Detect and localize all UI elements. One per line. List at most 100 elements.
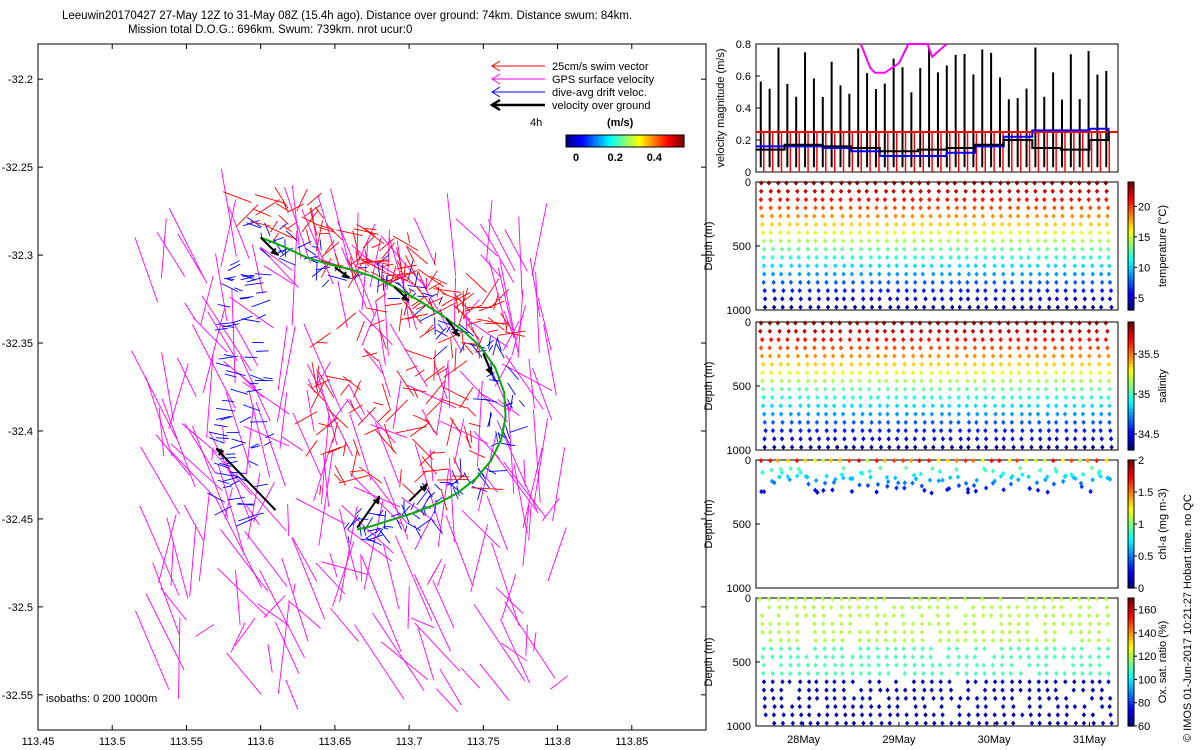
- salinity_section-marker: [964, 403, 969, 409]
- oxygen_section-marker: [999, 621, 1004, 627]
- oxygen_section-marker: [1024, 629, 1030, 635]
- gps-vector: [501, 363, 553, 392]
- gps-vector: [242, 381, 290, 415]
- swim-vector: [464, 344, 474, 355]
- drift-vector: [431, 520, 443, 535]
- swim-vector: [461, 333, 465, 352]
- salinity_section-colorbar-tick-label: 35: [1138, 389, 1150, 401]
- salinity_section-marker: [1018, 394, 1023, 401]
- oxygen_section-marker: [912, 662, 917, 668]
- temperature_section-marker: [1043, 238, 1048, 244]
- map-y-tick-label: -32.25: [2, 162, 33, 174]
- oxygen_section-marker: [962, 596, 968, 602]
- temperature_section-marker: [919, 213, 925, 219]
- drift-vector: [241, 318, 261, 323]
- oxygen_section-marker: [1061, 613, 1066, 619]
- oxygen_section-marker: [927, 621, 932, 627]
- salinity_section-marker: [919, 328, 924, 334]
- salinity_section-marker: [865, 345, 870, 351]
- gps-vector: [382, 274, 389, 356]
- legend-colorbar-cell: [656, 135, 659, 147]
- oxygen_section-marker: [1052, 646, 1057, 652]
- oxygen_section-marker: [1097, 629, 1102, 635]
- salinity_section-marker: [785, 320, 790, 326]
- chla_section-marker: [837, 458, 843, 464]
- gps-vector: [330, 607, 359, 643]
- temperature_section-marker: [973, 238, 979, 244]
- oxygen_section-marker: [882, 596, 887, 602]
- oxygen_section-marker: [1053, 679, 1058, 685]
- temperature_section-colorbar-cell: [1128, 262, 1134, 266]
- oxygen_section-marker: [946, 637, 951, 643]
- oxygen_section-marker: [875, 646, 880, 652]
- oxygen_section-marker: [919, 629, 925, 635]
- temperature_section-marker: [913, 296, 918, 302]
- chla_section-colorbar-cell: [1128, 549, 1134, 554]
- legend-colorbar-cell: [636, 135, 639, 147]
- chla_section-marker: [908, 458, 914, 464]
- oxygen_section-marker: [879, 720, 884, 726]
- salinity_section-marker: [1064, 428, 1069, 434]
- oxygen_section-marker: [806, 687, 812, 693]
- gps-vector: [255, 401, 286, 487]
- gps-vector: [347, 529, 393, 562]
- salinity_section-marker: [795, 337, 800, 343]
- temperature_section-marker: [980, 213, 985, 219]
- oxygen_section-marker: [1087, 604, 1092, 610]
- oxygen_section-marker: [1043, 637, 1049, 643]
- salinity_section-marker: [944, 320, 949, 326]
- salinity_section-marker: [911, 386, 916, 392]
- temperature_section-marker: [1062, 263, 1067, 269]
- gps-vector: [497, 267, 515, 338]
- temperature_section-marker: [988, 180, 993, 186]
- salinity_section-marker: [1082, 444, 1087, 450]
- temperature_section-marker: [838, 205, 844, 211]
- temperature_section-marker: [1069, 205, 1074, 211]
- ground-velocity-arrow: [259, 236, 280, 256]
- oxygen_section-marker: [1027, 662, 1032, 668]
- swim-vector: [315, 220, 323, 252]
- oxygen_section-marker: [1017, 637, 1022, 643]
- oxygen_section-marker: [1001, 712, 1007, 718]
- drift-vector: [414, 525, 422, 539]
- chla_section-marker: [830, 487, 835, 493]
- salinity_section-marker: [838, 345, 844, 351]
- gps-vector: [517, 289, 524, 358]
- swim-vector: [451, 475, 470, 478]
- temperature_section-marker: [909, 180, 914, 186]
- salinity_section-marker: [1053, 370, 1059, 376]
- swim-vector: [301, 209, 319, 233]
- salinity_section-marker: [975, 411, 980, 417]
- salinity_section-marker: [966, 411, 971, 417]
- salinity_section-marker: [902, 361, 907, 367]
- salinity_section-marker: [781, 444, 786, 450]
- temperature_section-marker: [949, 296, 954, 302]
- oxygen_section-marker: [847, 621, 853, 627]
- salinity_section-marker: [1078, 378, 1084, 384]
- temperature_section-colorbar-cell: [1128, 303, 1134, 308]
- salinity_section-marker: [1060, 337, 1065, 343]
- swim-vector: [425, 270, 438, 289]
- salinity_section-marker: [909, 320, 915, 326]
- temperature_section-marker: [989, 205, 994, 211]
- temperature_section-colorbar-cell: [1128, 255, 1134, 260]
- oxygen_section-marker: [983, 704, 988, 710]
- drift-vector: [456, 485, 460, 496]
- temperature_section-marker: [875, 246, 881, 252]
- oxygen_section-marker: [869, 720, 874, 726]
- temperature_section-marker: [869, 296, 874, 302]
- oxygen_section-marker: [856, 604, 861, 610]
- temperature_section-marker: [766, 180, 772, 186]
- swim-vector: [274, 186, 289, 209]
- salinity_section-marker: [989, 345, 995, 351]
- salinity_section-marker: [1009, 411, 1015, 417]
- drift-vector: [219, 462, 232, 467]
- chla_section-colorbar-cell: [1128, 485, 1134, 490]
- swim-vector: [398, 308, 403, 332]
- temperature_section-marker: [1053, 263, 1058, 269]
- salinity_section-marker: [903, 394, 908, 401]
- legend-colorbar-cell: [652, 135, 655, 147]
- temperature_section-marker: [1026, 205, 1031, 211]
- salinity_section-marker: [1098, 428, 1103, 434]
- salinity_section-colorbar-cell: [1128, 424, 1134, 429]
